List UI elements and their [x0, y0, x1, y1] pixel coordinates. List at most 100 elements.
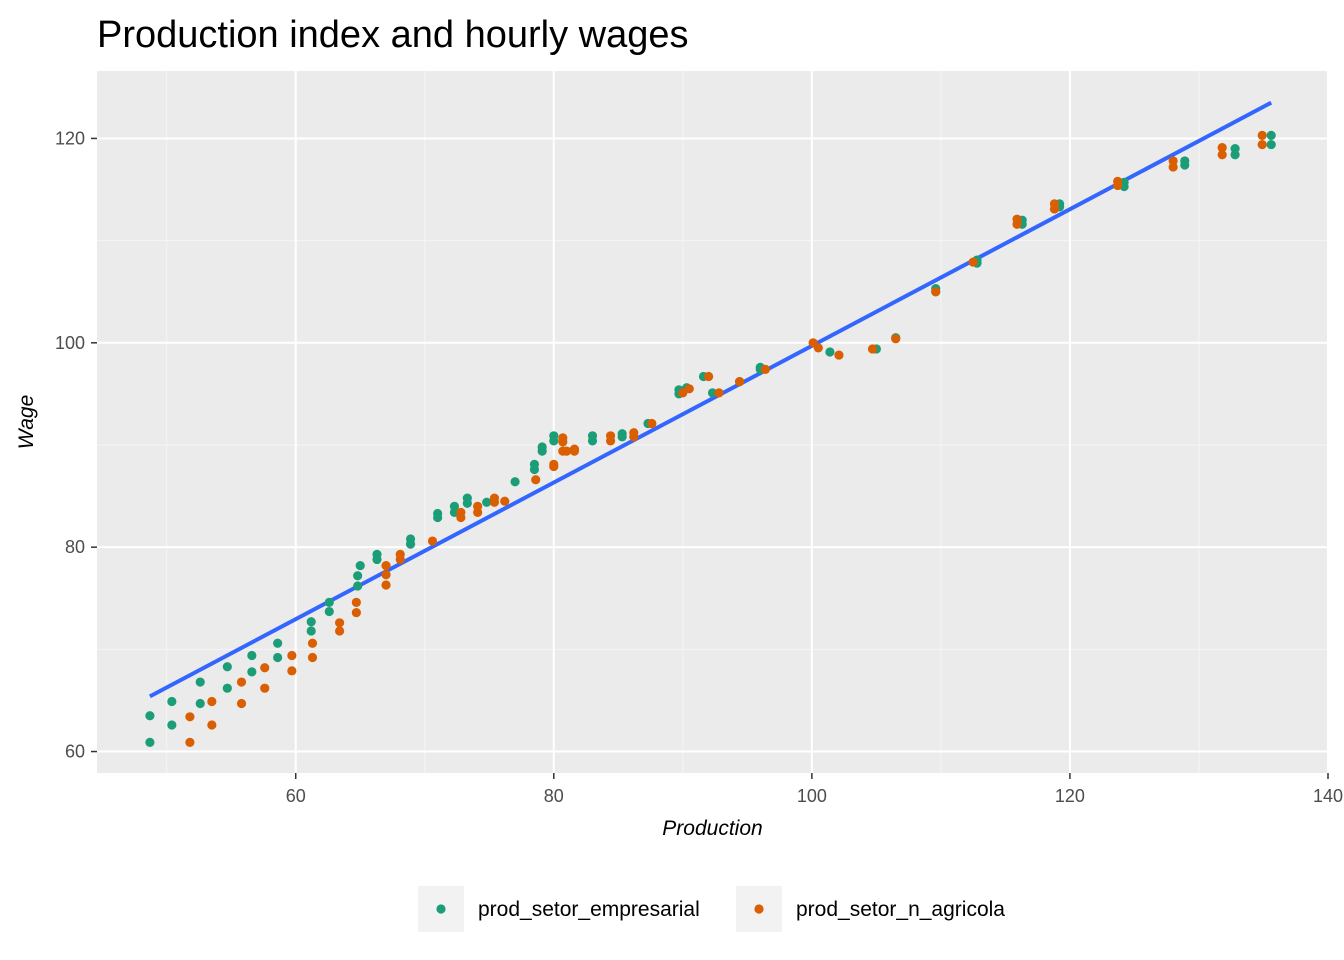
data-point-prod_setor_empresarial	[324, 606, 334, 617]
data-point-prod_setor_n_agricola	[500, 496, 510, 506]
data-point-prod_setor_empresarial	[510, 477, 520, 487]
data-point-prod_setor_n_agricola	[684, 384, 694, 394]
data-point-prod_setor_empresarial	[247, 650, 257, 661]
data-point-prod_setor_n_agricola	[605, 431, 616, 441]
data-point-prod_setor_n_agricola	[1257, 139, 1267, 150]
data-point-prod_setor_empresarial	[549, 431, 559, 441]
legend-marker-prod_setor_n_agricola	[754, 904, 764, 914]
data-point-prod_setor_n_agricola	[1168, 156, 1178, 166]
data-point-prod_setor_n_agricola	[1217, 150, 1227, 160]
data-point-prod_setor_n_agricola	[207, 696, 217, 707]
data-point-prod_setor_n_agricola	[287, 666, 297, 676]
plot-panel	[97, 71, 1328, 773]
data-point-prod_setor_empresarial	[247, 667, 257, 677]
data-point-prod_setor_empresarial	[462, 493, 472, 503]
y-axis: 60 80 100 120	[55, 128, 97, 762]
data-point-prod_setor_n_agricola	[456, 507, 466, 518]
data-point-prod_setor_n_agricola	[260, 683, 270, 693]
data-point-prod_setor_n_agricola	[185, 737, 195, 747]
x-axis-title: Production	[662, 817, 762, 840]
x-tick-label: 80	[544, 786, 564, 806]
data-point-prod_setor_empresarial	[167, 696, 177, 707]
data-point-prod_setor_n_agricola	[307, 638, 318, 648]
legend-label-prod_setor_empresarial: prod_setor_empresarial	[478, 898, 700, 921]
data-point-prod_setor_n_agricola	[185, 712, 195, 722]
x-tick-label: 140	[1313, 786, 1343, 806]
data-point-prod_setor_n_agricola	[931, 287, 941, 297]
data-point-prod_setor_n_agricola	[307, 652, 318, 663]
data-point-prod_setor_n_agricola	[381, 570, 391, 580]
data-point-prod_setor_n_agricola	[813, 343, 823, 353]
data-point-prod_setor_empresarial	[273, 652, 283, 663]
data-point-prod_setor_empresarial	[449, 501, 460, 511]
data-point-prod_setor_empresarial	[353, 581, 363, 591]
data-point-prod_setor_empresarial	[617, 429, 627, 439]
data-point-prod_setor_n_agricola	[395, 549, 405, 559]
data-point-prod_setor_n_agricola	[334, 618, 345, 628]
y-tick-label: 60	[65, 742, 85, 762]
legend: prod_setor_empresarial prod_setor_n_agric…	[418, 886, 1005, 932]
x-tick-label: 60	[286, 786, 306, 806]
y-axis-title: Wage	[15, 395, 38, 449]
data-point-prod_setor_n_agricola	[236, 677, 247, 687]
data-point-prod_setor_n_agricola	[867, 344, 878, 354]
points-layer	[145, 130, 1276, 747]
data-point-prod_setor_n_agricola	[760, 364, 771, 374]
x-tick-label: 100	[797, 786, 827, 806]
data-point-prod_setor_empresarial	[482, 497, 492, 507]
data-point-prod_setor_n_agricola	[558, 433, 568, 443]
data-point-prod_setor_n_agricola	[381, 580, 391, 590]
data-point-prod_setor_n_agricola	[236, 698, 247, 709]
data-point-prod_setor_empresarial	[355, 560, 365, 571]
trend-line	[148, 100, 1273, 699]
data-point-prod_setor_empresarial	[195, 677, 205, 687]
data-point-prod_setor_n_agricola	[714, 388, 724, 398]
data-point-prod_setor_empresarial	[433, 508, 443, 519]
data-point-prod_setor_n_agricola	[334, 626, 345, 636]
major-gridlines	[97, 71, 1329, 773]
minor-gridlines	[97, 71, 1328, 773]
data-point-prod_setor_n_agricola	[569, 446, 580, 456]
data-point-prod_setor_n_agricola	[1257, 130, 1267, 140]
data-point-prod_setor_empresarial	[353, 571, 363, 581]
data-point-prod_setor_empresarial	[372, 549, 382, 559]
data-point-prod_setor_n_agricola	[207, 720, 217, 730]
data-point-prod_setor_empresarial	[145, 711, 155, 721]
data-point-prod_setor_n_agricola	[549, 459, 559, 470]
data-point-prod_setor_n_agricola	[489, 493, 500, 503]
data-point-prod_setor_n_agricola	[1012, 214, 1022, 224]
data-point-prod_setor_empresarial	[529, 459, 540, 470]
data-point-prod_setor_n_agricola	[562, 446, 572, 456]
data-point-prod_setor_empresarial	[222, 662, 232, 672]
data-point-prod_setor_empresarial	[222, 683, 232, 693]
data-point-prod_setor_n_agricola	[351, 597, 361, 607]
chart-title: Production index and hourly wages	[97, 14, 689, 56]
data-point-prod_setor_n_agricola	[968, 257, 978, 267]
data-point-prod_setor_n_agricola	[1113, 176, 1123, 186]
data-point-prod_setor_n_agricola	[381, 560, 391, 571]
data-point-prod_setor_empresarial	[1230, 144, 1240, 154]
data-point-prod_setor_empresarial	[1266, 130, 1276, 140]
trend-line-layer	[148, 100, 1273, 699]
data-point-prod_setor_empresarial	[1266, 139, 1276, 150]
legend-label-prod_setor_n_agricola: prod_setor_n_agricola	[796, 898, 1005, 921]
data-point-prod_setor_n_agricola	[629, 428, 639, 438]
data-point-prod_setor_n_agricola	[891, 334, 901, 344]
data-point-prod_setor_empresarial	[273, 638, 283, 648]
data-point-prod_setor_empresarial	[324, 597, 334, 607]
data-point-prod_setor_empresarial	[707, 388, 718, 398]
data-point-prod_setor_empresarial	[145, 737, 155, 747]
data-point-prod_setor_empresarial	[306, 617, 316, 627]
data-point-prod_setor_empresarial	[537, 442, 547, 452]
data-point-prod_setor_empresarial	[587, 431, 598, 441]
data-point-prod_setor_n_agricola	[647, 418, 657, 429]
x-tick-label: 120	[1055, 786, 1085, 806]
y-tick-label: 80	[65, 537, 85, 557]
data-point-prod_setor_empresarial	[195, 698, 205, 709]
data-point-prod_setor_empresarial	[825, 347, 835, 357]
x-axis: 60 80 100 120 140	[286, 773, 1343, 806]
y-tick-label: 100	[55, 333, 85, 353]
data-point-prod_setor_n_agricola	[531, 475, 541, 485]
data-point-prod_setor_n_agricola	[287, 650, 297, 661]
